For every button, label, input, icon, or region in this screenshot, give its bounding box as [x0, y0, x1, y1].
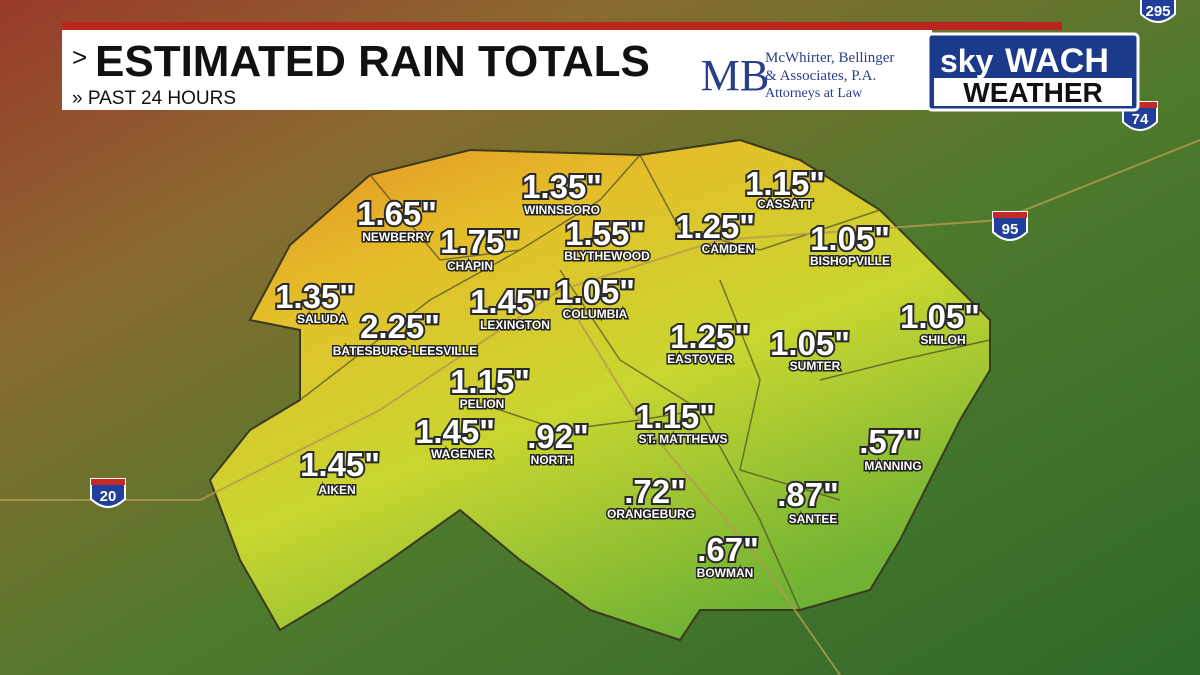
rain-total: 1.15": [635, 398, 715, 435]
rain-total: 1.05": [770, 325, 850, 362]
logo-sky: sky: [940, 43, 994, 79]
highway-shield: [992, 211, 1028, 241]
logo-weather: WEATHER: [963, 77, 1102, 108]
city-name: PELION: [460, 397, 505, 411]
rain-total: .87": [777, 476, 839, 513]
rain-total: 1.15": [745, 165, 825, 202]
city-name: WAGENER: [431, 447, 493, 461]
sponsor-monogram: MB: [701, 51, 769, 100]
sponsor-name: & Associates, P.A.: [765, 68, 876, 84]
chevron: >: [72, 42, 87, 72]
city-name: BATESBURG-LEESVILLE: [333, 344, 477, 358]
city-name: SUMTER: [790, 359, 841, 373]
logo-band: [934, 78, 1132, 106]
rain-total: 1.45": [415, 413, 495, 450]
city-name: SANTEE: [789, 512, 838, 526]
rain-total: 1.15": [450, 363, 530, 400]
rain-total: 1.35": [522, 168, 602, 205]
city-name: BISHOPVILLE: [810, 254, 890, 268]
rain-total: 1.45": [300, 446, 380, 483]
city-name: ORANGEBURG: [607, 507, 695, 521]
city-name: NORTH: [531, 453, 574, 467]
city-name: MANNING: [864, 459, 921, 473]
city-name: NEWBERRY: [362, 230, 432, 244]
city-name: EASTOVER: [667, 352, 733, 366]
coverage-region: [208, 138, 991, 642]
highway-number: 20: [100, 488, 117, 505]
rain-total: 1.45": [470, 283, 550, 320]
highway-number: 295: [1145, 3, 1170, 20]
rain-total: .92": [527, 418, 589, 455]
rain-total: .67": [697, 531, 759, 568]
city-name: LEXINGTON: [480, 318, 550, 332]
highway-shield-top: [1123, 102, 1157, 108]
county-lines: [299, 154, 991, 611]
rain-total: 1.05": [810, 220, 890, 257]
highway-shield-top: [91, 479, 125, 485]
city-name: CAMDEN: [702, 242, 755, 256]
rain-total: 1.05": [555, 273, 635, 310]
rain-total: 1.35": [275, 278, 355, 315]
city-name: WINNSBORO: [524, 203, 600, 217]
city-name: SHILOH: [920, 333, 965, 347]
highway-shield-top: [993, 212, 1027, 218]
sponsor-tagline: Attorneys at Law: [765, 86, 863, 101]
highway-number: 95: [1002, 221, 1019, 238]
rain-total: .57": [859, 423, 921, 460]
sponsor-name: McWhirter, Bellinger: [765, 50, 894, 66]
city-name: AIKEN: [318, 483, 355, 497]
city-name: COLUMBIA: [563, 307, 628, 321]
city-name: SALUDA: [297, 312, 347, 326]
logo-wach: WACH: [1005, 42, 1109, 80]
highway-number: 74: [1132, 111, 1149, 128]
header-stripe: [62, 22, 1062, 30]
rain-total: 1.75": [440, 223, 520, 260]
title: ESTIMATED RAIN TOTALS: [95, 37, 650, 86]
city-name: BLYTHEWOOD: [564, 249, 650, 263]
rain-total: 1.25": [675, 208, 755, 245]
subtitle: » PAST 24 HOURS: [72, 88, 236, 109]
header-bar: [62, 30, 932, 110]
city-name: ST. MATTHEWS: [638, 432, 727, 446]
rain-total: 1.65": [357, 195, 437, 232]
rain-total: 1.05": [900, 298, 980, 335]
rain-total: 1.55": [565, 215, 645, 252]
rain-total: 1.25": [670, 318, 750, 355]
city-name: CHAPIN: [447, 259, 493, 273]
rain-total: .72": [624, 473, 686, 510]
highway-shield: [1140, 0, 1176, 23]
city-name: CASSATT: [757, 197, 813, 211]
city-name: BOWMAN: [697, 566, 754, 580]
highway-shield: [90, 478, 126, 508]
rain-total: 2.25": [360, 308, 440, 345]
